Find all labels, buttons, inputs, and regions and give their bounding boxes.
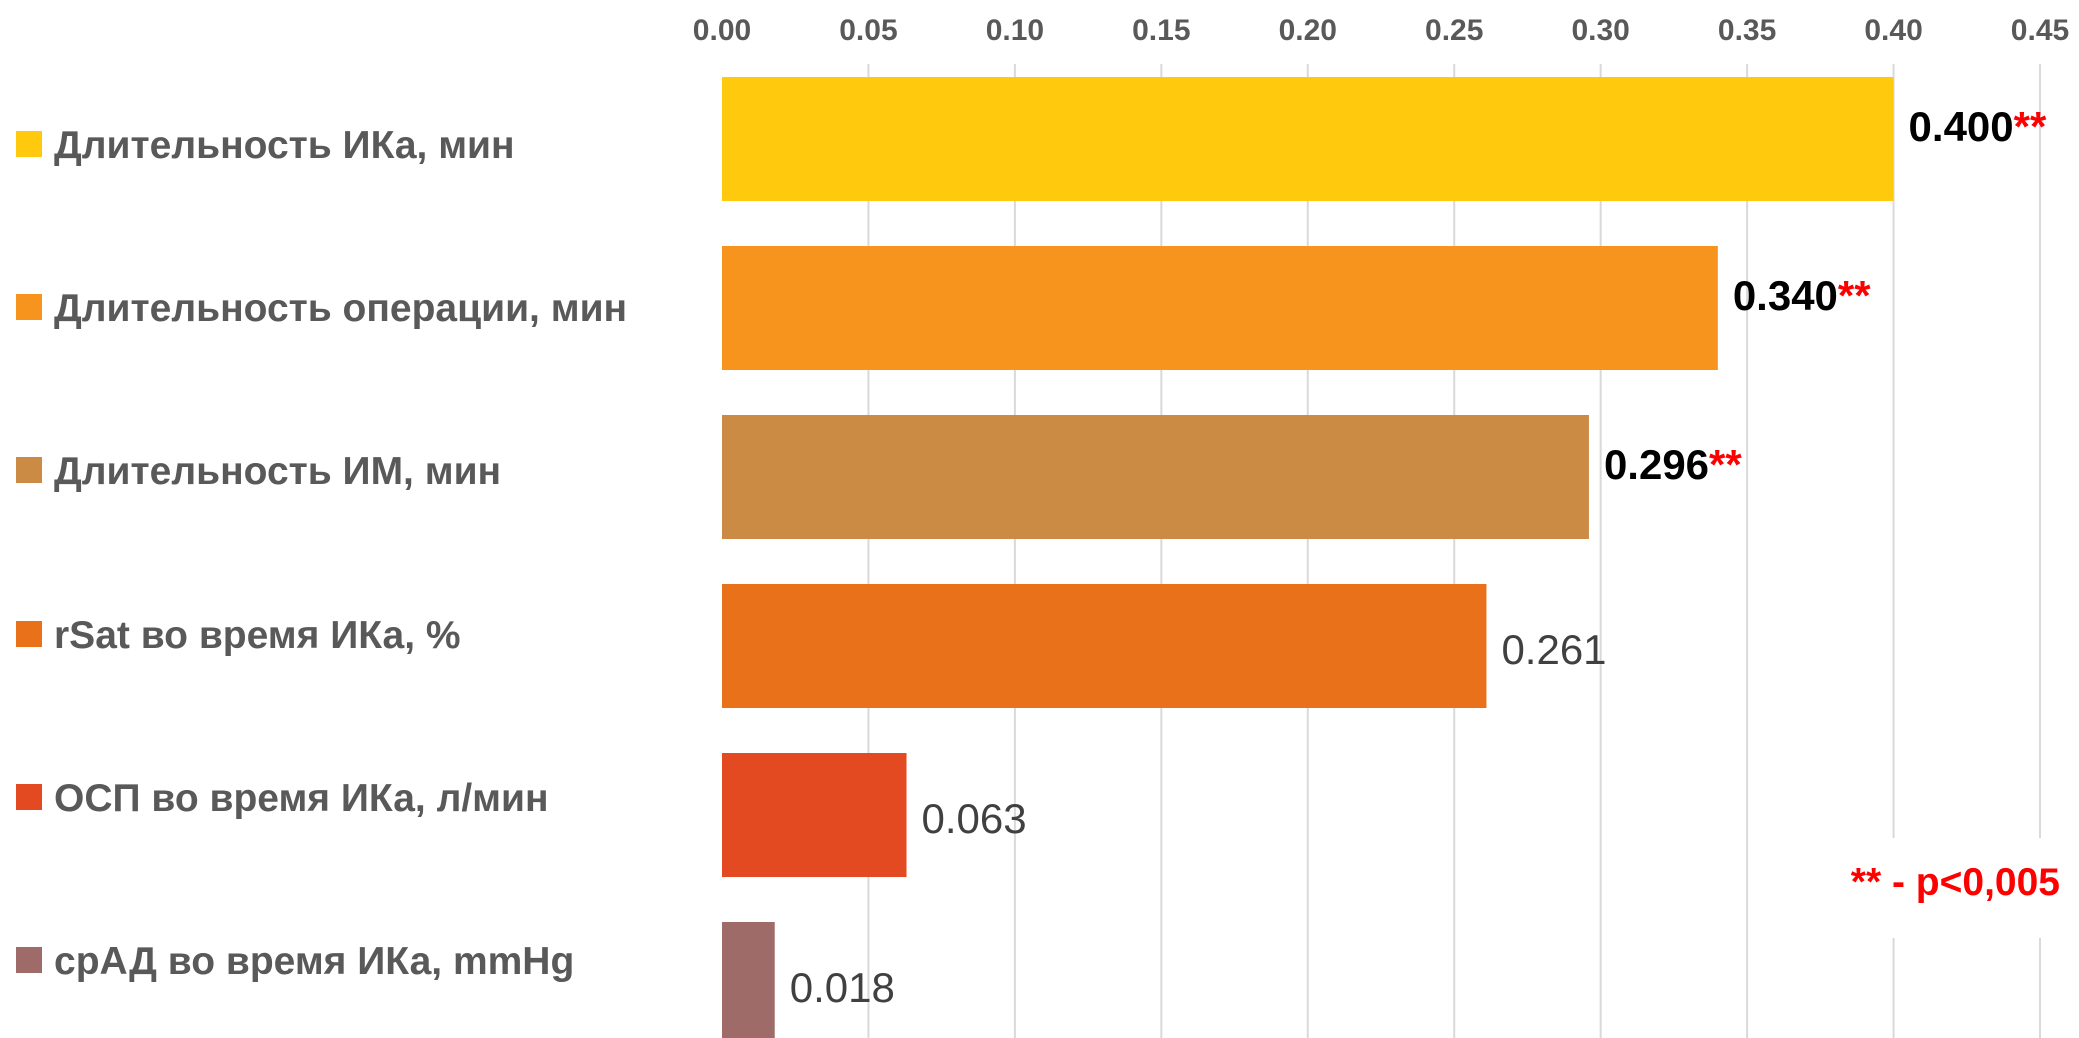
x-tick-label: 0.20 (1279, 14, 1337, 47)
legend-label: Длительность ИКа, мин (54, 124, 515, 167)
significance-mark: ** (1709, 441, 1742, 488)
legend: Длительность ИКа, мин Длительность операц… (16, 124, 627, 983)
bar (722, 922, 775, 1038)
bar-value-label: 0.018 (790, 964, 895, 1011)
value-number: 0.400 (1909, 103, 2014, 150)
x-tick-label: 0.45 (2011, 14, 2069, 47)
legend-label: ОСП во время ИКа, л/мин (54, 777, 549, 820)
x-axis-ticks: 0.00 0.05 0.10 0.15 0.20 0.25 0.30 0.35 0.40 0.45 (693, 14, 2069, 47)
significance-mark: ** (2014, 103, 2047, 150)
legend-swatch (16, 294, 42, 320)
bar-value-label: 0.296** (1604, 441, 1742, 488)
bar (722, 415, 1589, 539)
legend-swatch (16, 131, 42, 157)
bar-value-label: 0.063 (922, 795, 1027, 842)
bar (722, 246, 1718, 370)
bar-value-label: 0.400** (1909, 103, 2047, 150)
bars (722, 77, 1894, 1038)
x-tick-label: 0.15 (1132, 14, 1190, 47)
x-tick-label: 0.00 (693, 14, 751, 47)
bar (722, 584, 1487, 708)
bar-value-label: 0.340** (1733, 272, 1871, 319)
value-number: 0.063 (922, 795, 1027, 842)
legend-swatch (16, 784, 42, 810)
legend-swatch (16, 621, 42, 647)
value-number: 0.340 (1733, 272, 1838, 319)
significance-mark: ** (1838, 272, 1871, 319)
bar (722, 753, 907, 877)
x-tick-label: 0.30 (1571, 14, 1629, 47)
x-tick-label: 0.40 (1864, 14, 1922, 47)
footnote-background (1800, 838, 2079, 938)
x-tick-label: 0.10 (986, 14, 1044, 47)
legend-swatch (16, 457, 42, 483)
legend-label: rSat во время ИКа, % (54, 614, 461, 657)
x-tick-label: 0.25 (1425, 14, 1483, 47)
x-tick-label: 0.35 (1718, 14, 1776, 47)
legend-label: срАД во время ИКа, mmHg (54, 940, 574, 983)
legend-swatch (16, 947, 42, 973)
significance-footnote: ** - p<0,005 (1851, 861, 2060, 904)
gridlines (867, 64, 2041, 1038)
legend-label: Длительность операции, мин (54, 287, 627, 330)
value-number: 0.261 (1501, 626, 1606, 673)
legend-label: Длительность ИМ, мин (54, 450, 501, 493)
x-tick-label: 0.05 (839, 14, 897, 47)
value-number: 0.296 (1604, 441, 1709, 488)
bar (722, 77, 1894, 201)
value-number: 0.018 (790, 964, 895, 1011)
bar-value-label: 0.261 (1501, 626, 1606, 673)
